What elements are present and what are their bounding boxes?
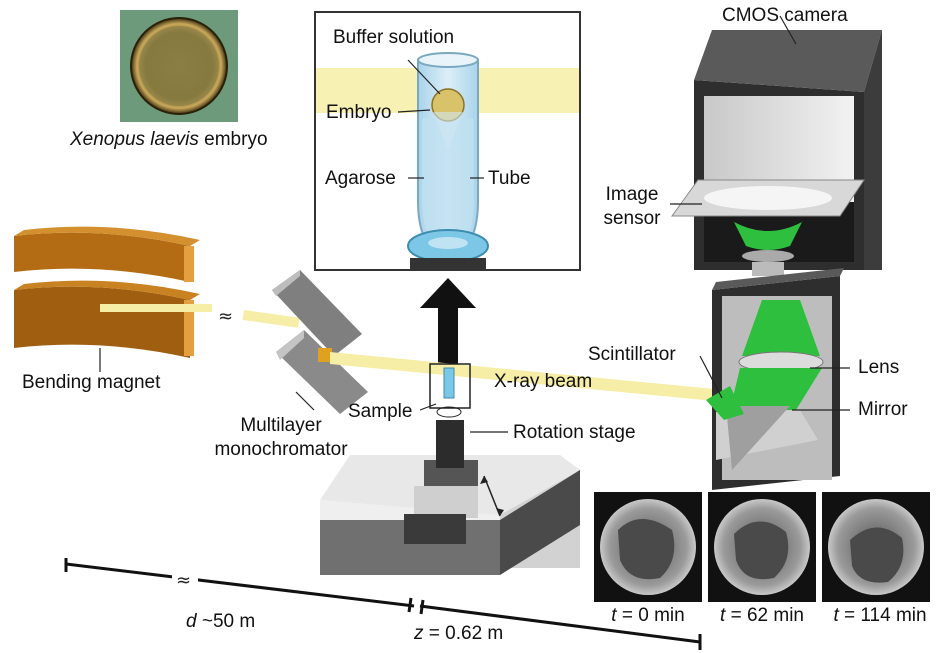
multilayer-label-line1: Multilayer [240, 415, 322, 436]
embryo-label: Embryo [326, 102, 392, 123]
timepoint-label-1: t = 62 min [702, 606, 822, 625]
rotation-stage-label: Rotation stage [513, 422, 636, 443]
embryo-photo [120, 10, 238, 122]
cmos-camera-shape [671, 30, 882, 276]
agarose-label: Agarose [325, 168, 396, 189]
timepoint-var-2: t [833, 605, 839, 626]
rotation-stage-shape [320, 363, 580, 575]
sample-inset [314, 11, 581, 271]
timepoint-var-0: t [611, 605, 617, 626]
timepoint-value-2: = 114 min [838, 605, 927, 626]
image-sensor-label-line1: Image [605, 184, 659, 205]
timepoint-value-1: = 62 min [725, 605, 804, 626]
z-variable: z [414, 623, 424, 644]
embryo-caption-rest: embryo [198, 129, 268, 150]
image-sensor-label-line2: sensor [603, 208, 661, 229]
d-distance-label: d ~50 m [186, 612, 255, 631]
multilayer-monochromator-label: Multilayer monochromator [198, 414, 364, 462]
timepoint-value-0: = 0 min [616, 605, 685, 626]
embryo-species: Xenopus laevis [70, 129, 199, 150]
xray-beam-label: X-ray beam [494, 371, 593, 392]
optics-box-shape [706, 268, 844, 490]
distance-scale: ≈ [64, 558, 702, 650]
buffer-solution-label: Buffer solution [333, 27, 455, 48]
scintillator-label: Scintillator [588, 344, 676, 365]
arrow-up-icon [420, 278, 476, 368]
bending-magnet-shape [14, 226, 200, 358]
mirror-label: Mirror [858, 399, 908, 420]
embryo-caption: Xenopus laevis embryo [70, 130, 268, 149]
d-value: ~50 m [196, 611, 256, 632]
timepoint-var-1: t [720, 605, 726, 626]
cmos-camera-label: CMOS camera [722, 5, 848, 26]
svg-text:≈: ≈ [176, 570, 191, 591]
z-distance-label: z = 0.62 m [414, 624, 503, 643]
image-sensor-label: Image sensor [596, 183, 668, 231]
timepoint-label-2: t = 114 min [818, 606, 942, 625]
z-value: = 0.62 m [423, 623, 504, 644]
multilayer-label-line2: monochromator [214, 439, 348, 460]
lens-label: Lens [858, 357, 900, 378]
bending-magnet-label: Bending magnet [22, 372, 161, 393]
timepoint-label-0: t = 0 min [588, 606, 708, 625]
monochromator-shape [272, 270, 368, 414]
svg-text:≈: ≈ [218, 306, 233, 327]
xray-beam-shape [330, 352, 725, 402]
d-variable: d [186, 611, 197, 632]
ct-images [594, 492, 930, 602]
tube-label: Tube [488, 168, 531, 189]
sample-label: Sample [348, 401, 413, 422]
